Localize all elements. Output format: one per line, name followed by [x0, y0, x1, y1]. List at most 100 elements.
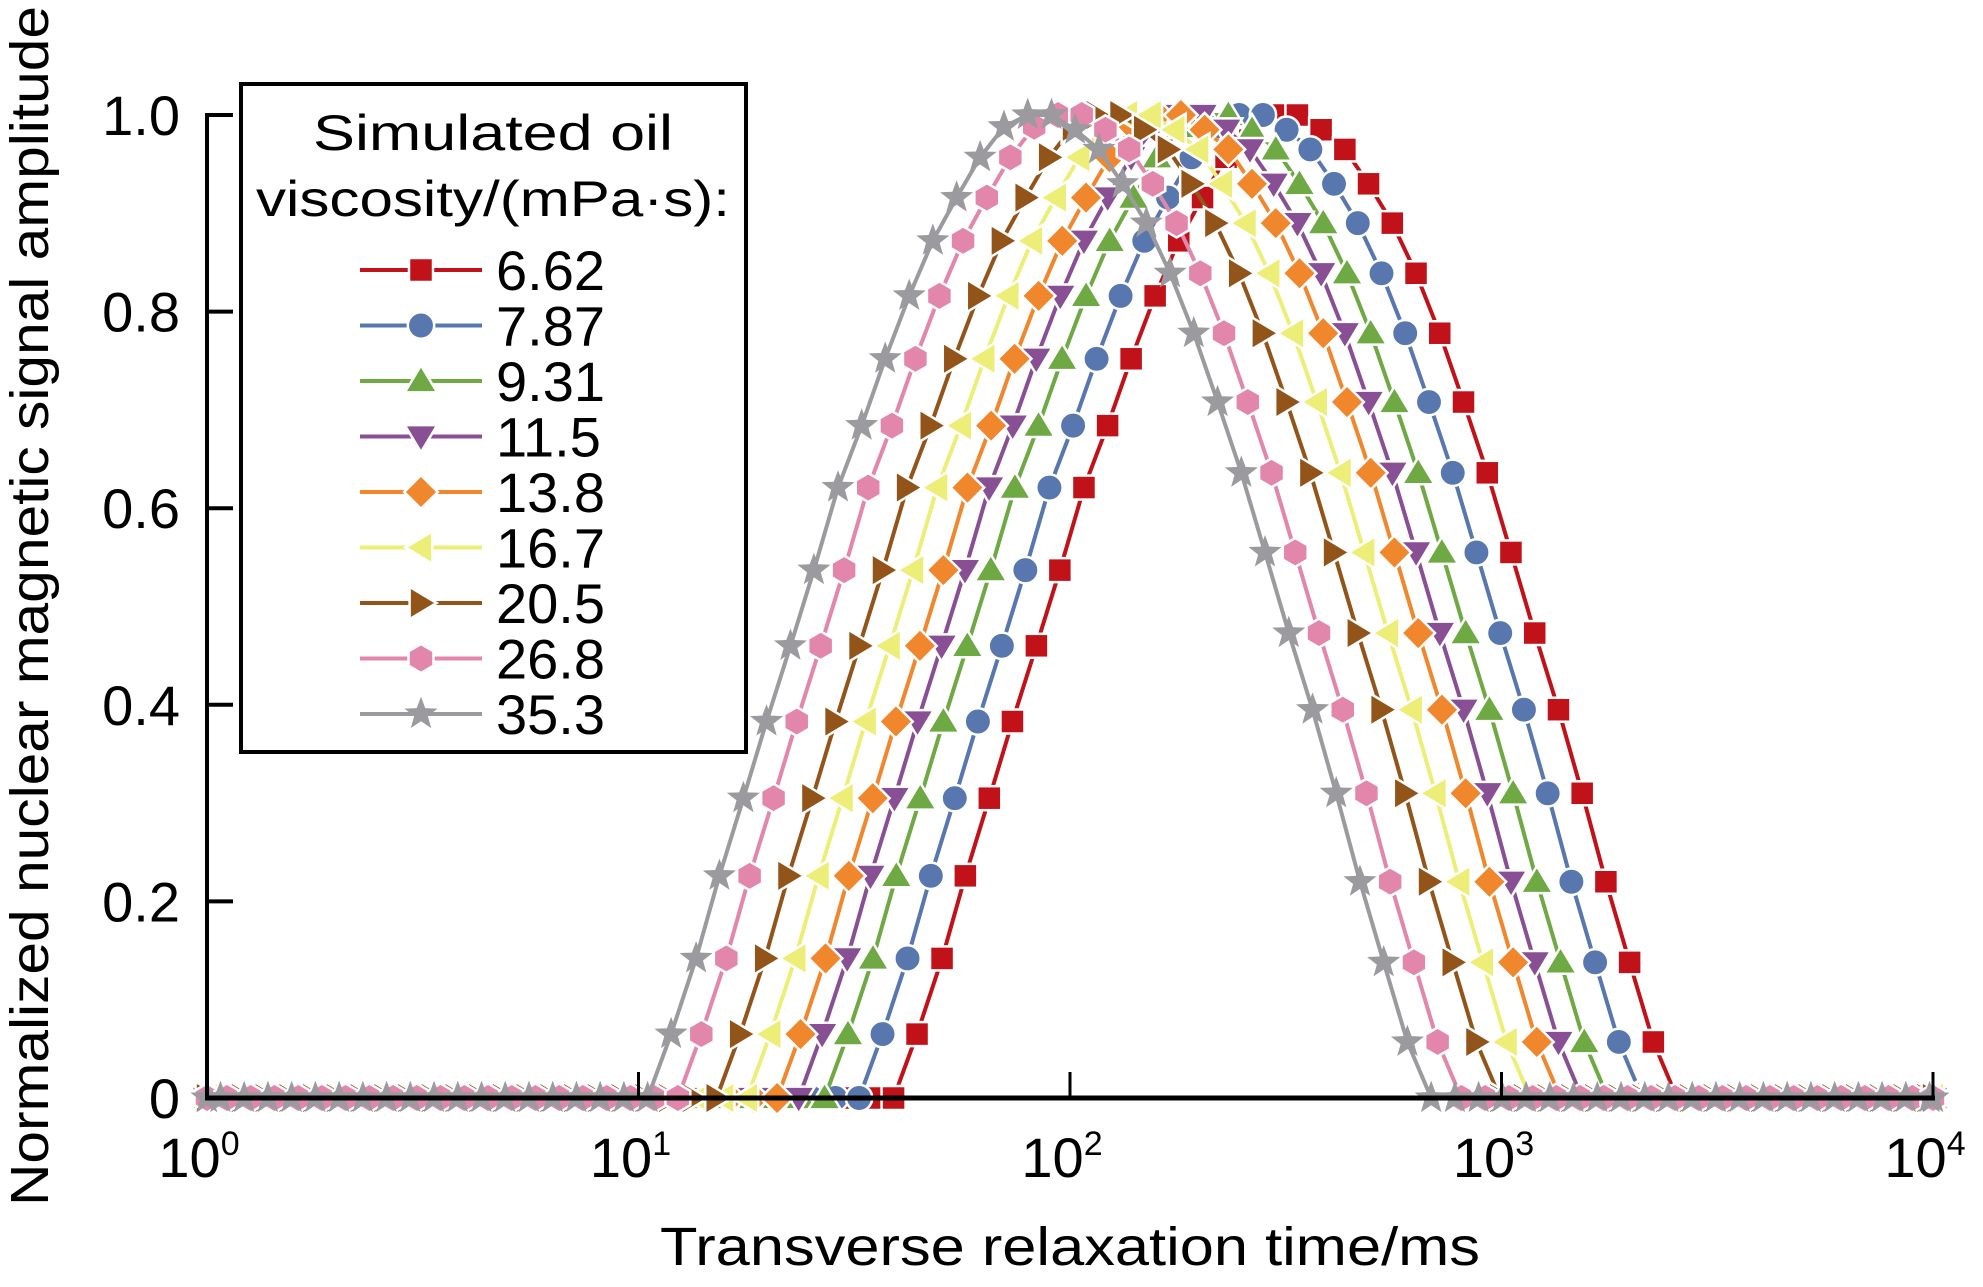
data-point: [1305, 617, 1333, 649]
data-point: [996, 340, 1034, 378]
x-ticks: 100 101 102 103 104: [158, 1072, 1966, 1189]
data-point: [1070, 474, 1098, 501]
data-point: [1542, 944, 1579, 975]
data-point: [1295, 692, 1330, 724]
data-point: [1106, 281, 1136, 311]
data-point: [773, 628, 808, 660]
data-point: [854, 779, 892, 817]
data-point: [928, 945, 956, 972]
data-point: [1020, 407, 1057, 439]
data-point: [1281, 165, 1318, 197]
data-point: [1423, 691, 1461, 729]
data-point: [868, 341, 902, 373]
data-point: [1521, 619, 1548, 647]
data-point: [1379, 209, 1406, 237]
data-point: [878, 409, 906, 442]
data-point: [871, 627, 903, 665]
data-point: [1180, 130, 1211, 168]
data-point: [1117, 345, 1145, 373]
data-point: [1251, 254, 1282, 292]
data-point: [1328, 383, 1366, 421]
data-point: [1376, 865, 1404, 898]
legend-title-line1: Simulated oil: [313, 105, 673, 161]
data-point: [942, 407, 974, 445]
y-tick-label: 0: [149, 1067, 180, 1130]
legend-item: 26.8: [360, 628, 605, 691]
data-point: [1319, 169, 1349, 199]
data-point: [800, 857, 832, 895]
data-point: [1248, 535, 1282, 567]
data-point: [1036, 138, 1068, 176]
legend-item: 6.62: [360, 239, 605, 302]
data-point: [1250, 314, 1281, 352]
x-tick-label: 100: [158, 1125, 239, 1189]
data-point: [1280, 254, 1319, 292]
data-point: [918, 407, 949, 445]
data-point: [702, 858, 736, 890]
data-point: [1037, 179, 1069, 216]
data-point: [1186, 257, 1215, 290]
data-point: [1399, 614, 1437, 652]
data-point: [1447, 615, 1485, 646]
legend-label: 7.87: [496, 295, 605, 358]
data-point: [1367, 944, 1401, 977]
data-point: [1210, 317, 1238, 350]
data-point: [726, 780, 760, 813]
y-tick-label: 0.2: [102, 870, 180, 933]
x-tick-base: 10: [590, 1126, 652, 1189]
data-point: [1369, 614, 1401, 652]
data-point: [1368, 691, 1400, 729]
legend-label: 16.7: [496, 517, 605, 580]
legend-item: 9.31: [360, 350, 605, 413]
data-point: [806, 629, 835, 662]
legend-label: 9.31: [496, 350, 605, 413]
data-point: [868, 1019, 897, 1049]
data-point: [1046, 556, 1074, 584]
legend-item: 16.7: [360, 517, 605, 580]
x-tick-label: 103: [1453, 1125, 1534, 1189]
data-point: [821, 470, 855, 502]
data-point: [987, 631, 1017, 661]
data-point: [1304, 314, 1342, 352]
data-point: [1141, 282, 1169, 310]
x-tick-label: 104: [1884, 1125, 1965, 1189]
legend-item: 20.5: [360, 572, 605, 635]
y-axis-title: Normalized nuclear magnetic signal ampli…: [0, 6, 60, 1206]
data-point: [806, 939, 845, 977]
data-point: [829, 1016, 867, 1047]
data-point: [1106, 166, 1140, 198]
data-point: [1450, 388, 1477, 416]
data-point: [775, 857, 807, 895]
data-point: [1115, 133, 1143, 166]
data-point: [940, 783, 970, 813]
data-point: [1367, 258, 1396, 288]
data-point: [877, 702, 915, 741]
data-point: [1485, 618, 1515, 648]
x-tick-base: 10: [1453, 1126, 1515, 1189]
data-point: [925, 280, 954, 312]
data-point: [1441, 863, 1472, 901]
data-point: [1474, 459, 1501, 487]
y-tick-label: 0.8: [102, 281, 180, 344]
data-point: [1162, 207, 1191, 239]
data-point: [1177, 315, 1211, 348]
data-point: [1375, 533, 1414, 572]
data-point: [1153, 255, 1187, 288]
data-point: [1494, 943, 1532, 981]
data-point: [1565, 1023, 1603, 1055]
data-point: [996, 141, 1025, 174]
data-point: [1509, 695, 1539, 725]
data-point: [1390, 318, 1420, 348]
data-point: [1390, 1024, 1424, 1057]
legend: Simulated oil viscosity/(mPa·s): 6.627.8…: [239, 82, 748, 754]
data-point: [1423, 534, 1461, 566]
data-point: [963, 707, 993, 736]
data-point: [1257, 204, 1295, 242]
data-point: [1201, 384, 1235, 417]
legend-marker-triangle-right-icon: [408, 584, 440, 622]
data-point: [1556, 867, 1586, 897]
data-point: [894, 469, 926, 506]
data-point: [1023, 632, 1050, 660]
